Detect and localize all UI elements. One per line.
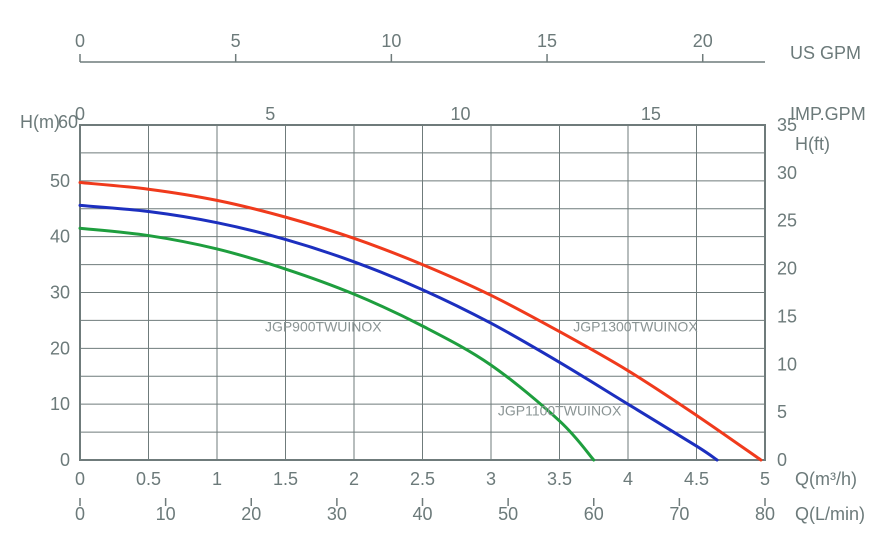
bottom1-tick: 5 <box>760 469 770 489</box>
bottom1-tick: 2 <box>349 469 359 489</box>
bottom1-tick: 4 <box>623 469 633 489</box>
bottom2-tick: 80 <box>755 504 775 524</box>
left-tick: 40 <box>50 227 70 247</box>
axis-title-bottom1: Q(m³/h) <box>795 469 857 489</box>
bottom2-tick: 30 <box>327 504 347 524</box>
bottom1-tick: 0 <box>75 469 85 489</box>
bottom2-tick: 20 <box>241 504 261 524</box>
top1-tick: 10 <box>451 104 471 124</box>
top2-tick: 15 <box>537 31 557 51</box>
bottom2-tick: 50 <box>498 504 518 524</box>
top1-tick: 15 <box>641 104 661 124</box>
bottom1-tick: 3.5 <box>547 469 572 489</box>
axis-title-top1: IMP.GPM <box>790 104 866 124</box>
right-tick: 0 <box>777 450 787 470</box>
chart-svg: JGP900TWUINOX JGP1100TWUINOX JGP1300TWUINO… <box>0 0 885 552</box>
left-tick: 50 <box>50 171 70 191</box>
right-tick: 30 <box>777 163 797 183</box>
top2-tick: 5 <box>231 31 241 51</box>
axis-title-bottom2: Q(L/min) <box>795 504 865 524</box>
left-tick: 0 <box>60 450 70 470</box>
bottom1-tick: 2.5 <box>410 469 435 489</box>
axis-title-left: H(m) <box>20 112 60 132</box>
top1-tick: 0 <box>75 104 85 124</box>
bottom1-tick: 4.5 <box>684 469 709 489</box>
right-tick: 15 <box>777 306 797 326</box>
series-label-JGP1100TWUINOX: JGP1100TWUINOX <box>498 402 622 418</box>
bottom2-tick: 0 <box>75 504 85 524</box>
axis-title-top2: US GPM <box>790 43 861 63</box>
left-tick: 10 <box>50 394 70 414</box>
right-tick: 5 <box>777 402 787 422</box>
right-tick: 20 <box>777 259 797 279</box>
top2-tick: 0 <box>75 31 85 51</box>
right-tick: 10 <box>777 354 797 374</box>
bottom2-tick: 60 <box>584 504 604 524</box>
left-tick: 20 <box>50 338 70 358</box>
bottom2-tick: 40 <box>412 504 432 524</box>
top2-tick: 20 <box>693 31 713 51</box>
bottom1-tick: 1.5 <box>273 469 298 489</box>
left-tick: 30 <box>50 283 70 303</box>
pump-curve-chart: JGP900TWUINOX JGP1100TWUINOX JGP1300TWUINO… <box>0 0 885 552</box>
series-label-JGP900TWUINOX: JGP900TWUINOX <box>265 319 382 335</box>
series-label-JGP1300TWUINOX: JGP1300TWUINOX <box>573 319 698 335</box>
bottom2-tick: 70 <box>669 504 689 524</box>
top1-tick: 5 <box>265 104 275 124</box>
bottom1-tick: 1 <box>212 469 222 489</box>
top2-tick: 10 <box>381 31 401 51</box>
bottom2-tick: 10 <box>156 504 176 524</box>
bottom1-tick: 3 <box>486 469 496 489</box>
bottom1-tick: 0.5 <box>136 469 161 489</box>
right-tick: 25 <box>777 211 797 231</box>
axis-title-right: H(ft) <box>795 134 830 154</box>
